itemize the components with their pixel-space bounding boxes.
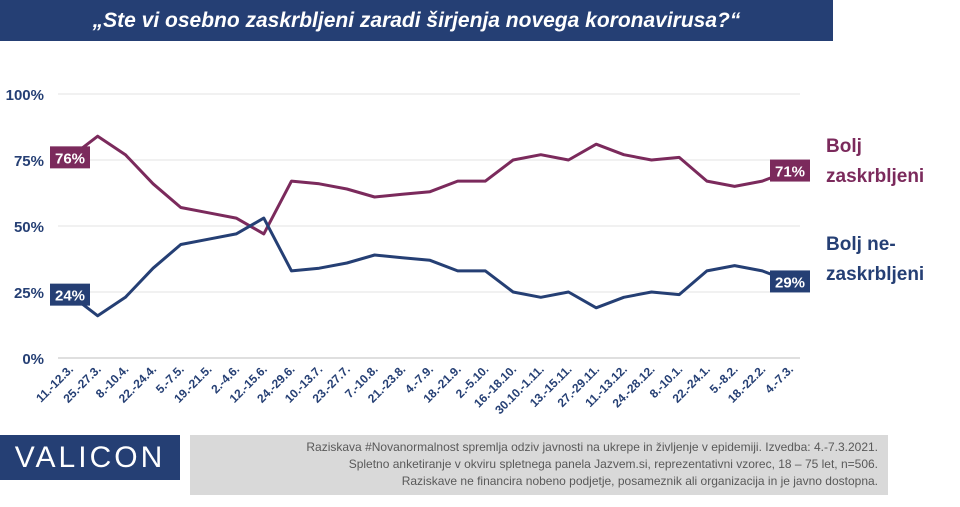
y-tick-label: 100% [6,87,44,104]
legend-not-concerned-line2: zaskrbljeni [826,264,925,285]
y-tick-label: 0% [22,351,44,368]
legend-not-concerned-line1: Bolj ne- [826,234,896,255]
footnote-line2: Spletno anketiranje v okviru spletnega p… [348,457,878,471]
data-label-not-concerned-first-box [50,283,90,306]
y-tick-label: 50% [14,219,44,236]
legend-not-concerned: Bolj ne- zaskrbljeni [826,230,924,290]
footnote-line3: Raziskave ne financira nobeno podjetje, … [401,474,878,488]
legend-concerned-line1: Bolj [826,136,862,157]
data-label-concerned-first-box [50,146,90,169]
data-label-not-concerned-last: 29% [775,274,805,291]
x-tick-label: 4.-7.3. [762,362,796,396]
chart-title: „Ste vi osebno zaskrbljeni zaradi širjen… [0,0,833,41]
footnote-line1: Raziskava #Novanormalnost spremlja odziv… [306,440,878,454]
series-line-not-concerned [69,216,791,318]
data-label-concerned-last-box [770,159,810,182]
data-label-not-concerned-first: 24% [55,288,85,305]
line-chart: 0%25%50%75%100%11.-12.3.25.-27.3.8.-10.4… [6,87,810,417]
legend-concerned-line2: zaskrbljeni [826,166,925,187]
data-label-concerned-first: 76% [55,150,85,167]
data-label-not-concerned-last-box [770,270,810,293]
footnote: Raziskava #Novanormalnost spremlja odziv… [190,435,888,495]
series-line-concerned [69,134,791,236]
data-label-concerned-last: 71% [775,164,805,181]
legend-concerned: Bolj zaskrbljeni [826,132,924,192]
valicon-logo: VALICON [0,435,180,480]
y-tick-label: 75% [14,153,44,170]
y-tick-label: 25% [14,285,44,302]
